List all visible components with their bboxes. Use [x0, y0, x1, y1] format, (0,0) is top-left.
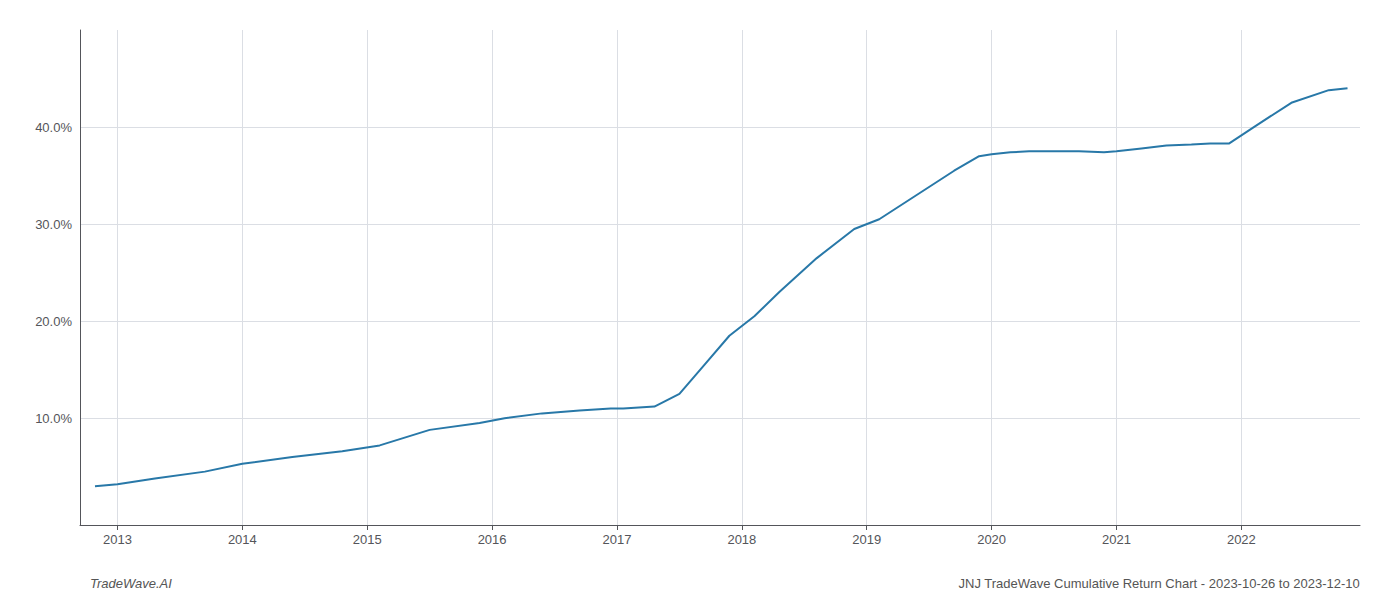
- svg-text:40.0%: 40.0%: [35, 120, 72, 135]
- svg-text:2021: 2021: [1102, 532, 1131, 547]
- svg-text:2013: 2013: [103, 532, 132, 547]
- svg-text:2014: 2014: [228, 532, 257, 547]
- svg-text:2018: 2018: [727, 532, 756, 547]
- svg-text:2015: 2015: [353, 532, 382, 547]
- svg-text:20.0%: 20.0%: [35, 314, 72, 329]
- svg-text:10.0%: 10.0%: [35, 411, 72, 426]
- svg-text:TradeWave.AI: TradeWave.AI: [90, 576, 172, 591]
- svg-text:2016: 2016: [478, 532, 507, 547]
- svg-text:2019: 2019: [852, 532, 881, 547]
- svg-text:2017: 2017: [603, 532, 632, 547]
- svg-text:2020: 2020: [977, 532, 1006, 547]
- svg-text:30.0%: 30.0%: [35, 217, 72, 232]
- svg-text:2022: 2022: [1227, 532, 1256, 547]
- svg-text:JNJ TradeWave Cumulative Retur: JNJ TradeWave Cumulative Return Chart - …: [958, 576, 1359, 591]
